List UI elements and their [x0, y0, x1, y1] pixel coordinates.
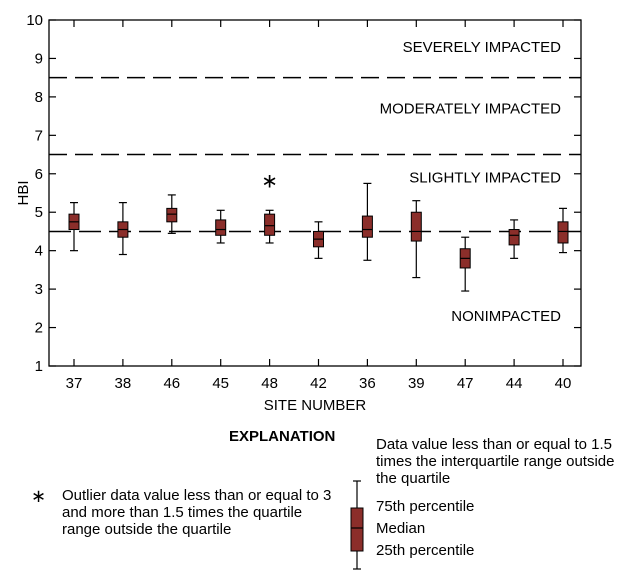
y-tick-label: 4: [35, 243, 43, 260]
x-tick-label: 46: [163, 375, 180, 392]
box-site-42: [313, 221, 324, 259]
legend-box: [350, 507, 364, 552]
y-tick-label: 10: [26, 12, 43, 29]
box-iqr: [410, 211, 422, 242]
p75-legend-label: 75th percentile: [376, 498, 475, 515]
whisker-legend-text: Data value less than or equal to 1.5 tim…: [376, 436, 615, 487]
x-tick-label: 36: [359, 375, 376, 392]
y-axis-title: HBI: [15, 180, 32, 205]
box-iqr: [508, 229, 520, 246]
box-site-48: ∗: [261, 169, 278, 244]
box-site-38: [117, 202, 129, 256]
zone-label: NONIMPACTED: [451, 308, 561, 325]
box-iqr: [361, 215, 373, 238]
y-tick-label: 9: [35, 50, 43, 67]
outlier-legend-symbol: ∗: [31, 486, 47, 506]
y-tick-label: 7: [35, 127, 43, 144]
y-tick-label: 1: [35, 358, 43, 375]
box-site-44: [508, 219, 520, 259]
y-tick-label: 3: [35, 281, 43, 298]
box-site-46: [166, 194, 178, 234]
y-tick-label: 5: [35, 204, 43, 221]
x-tick-label: 38: [115, 375, 132, 392]
x-tick-label: 39: [408, 375, 425, 392]
zone-label: SLIGHTLY IMPACTED: [409, 170, 561, 187]
y-tick-label: 6: [35, 166, 43, 183]
x-tick-label: 45: [212, 375, 229, 392]
x-axis-title: SITE NUMBER: [264, 397, 367, 414]
zone-label: SEVERELY IMPACTED: [403, 39, 562, 56]
box-iqr: [166, 207, 178, 223]
outlier-point: ∗: [261, 169, 278, 193]
plot-frame: [48, 19, 582, 367]
x-tick-label: 42: [310, 375, 327, 392]
p25-legend-label: 25th percentile: [376, 542, 475, 559]
x-tick-label: 37: [66, 375, 83, 392]
box-iqr: [264, 213, 276, 236]
x-tick-label: 47: [457, 375, 474, 392]
x-tick-label: 44: [506, 375, 523, 392]
box-site-36: [361, 182, 373, 261]
outlier-legend-text: Outlier data value less than or equal to…: [62, 487, 332, 538]
y-tick-label: 8: [35, 89, 43, 106]
box-site-37: [68, 202, 80, 252]
y-tick-label: 2: [35, 320, 43, 337]
x-tick-label: 48: [261, 375, 278, 392]
box-site-47: [459, 236, 471, 292]
box-site-45: [215, 209, 227, 244]
zone-label: MODERATELY IMPACTED: [380, 100, 562, 117]
x-tick-label: 40: [555, 375, 572, 392]
explanation-title: EXPLANATION: [229, 428, 336, 445]
box-iqr: [215, 219, 227, 236]
box-site-39: [410, 200, 422, 279]
box-site-40: [557, 207, 569, 254]
median-legend-label: Median: [376, 520, 426, 537]
box-iqr: [557, 221, 569, 244]
